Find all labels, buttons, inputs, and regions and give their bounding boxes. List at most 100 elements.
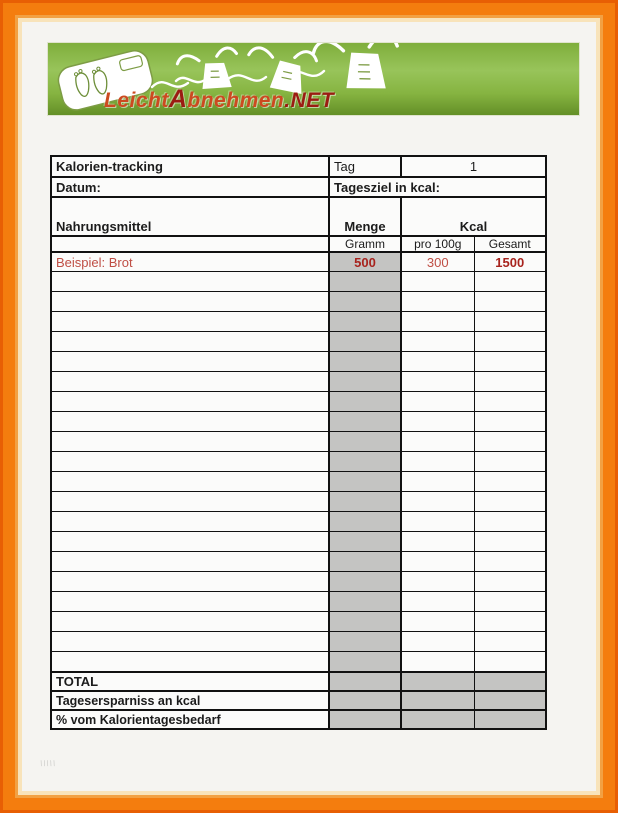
- kcal-per-100g-cell[interactable]: [400, 551, 475, 572]
- amount-cell[interactable]: [328, 471, 402, 492]
- amount-cell[interactable]: [328, 631, 402, 652]
- kcal-total-cell[interactable]: [473, 351, 547, 372]
- food-name-cell[interactable]: [50, 391, 330, 412]
- kcal-total-cell[interactable]: [473, 391, 547, 412]
- kcal-per-100g-cell[interactable]: [400, 511, 475, 532]
- percent-amount-cell[interactable]: [328, 709, 402, 730]
- amount-cell[interactable]: [328, 611, 402, 632]
- amount-cell[interactable]: [328, 411, 402, 432]
- amount-cell[interactable]: [328, 311, 402, 332]
- total-per100-cell[interactable]: [400, 671, 475, 692]
- frame-stripe-main: LeichtAbnehmen.NET Kalorien-tracking Tag…: [3, 3, 615, 810]
- kcal-per-100g-cell[interactable]: [400, 651, 475, 673]
- food-name-cell[interactable]: [50, 651, 330, 673]
- food-name-cell[interactable]: [50, 511, 330, 532]
- kcal-per-100g-cell[interactable]: [400, 611, 475, 632]
- kcal-total-cell[interactable]: [473, 651, 547, 673]
- day-value-cell[interactable]: 1: [399, 155, 547, 178]
- food-name-cell[interactable]: [50, 311, 330, 332]
- kcal-total-cell[interactable]: [473, 371, 547, 392]
- food-name-cell[interactable]: [50, 431, 330, 452]
- kcal-total-cell[interactable]: [473, 531, 547, 552]
- kcal-total-cell[interactable]: [473, 451, 547, 472]
- kcal-per-100g-cell[interactable]: [400, 471, 475, 492]
- food-name-cell[interactable]: [50, 471, 330, 492]
- kcal-total-cell[interactable]: [473, 571, 547, 592]
- kcal-per-100g-cell[interactable]: [400, 411, 475, 432]
- kcal-total-cell[interactable]: [473, 511, 547, 532]
- kcal-per-100g-cell[interactable]: [400, 571, 475, 592]
- food-name-cell[interactable]: [50, 551, 330, 572]
- kcal-per-100g-cell[interactable]: [400, 451, 475, 472]
- brand-part: bnehmen: [187, 89, 285, 112]
- food-name-cell[interactable]: [50, 371, 330, 392]
- kcal-total-cell[interactable]: [473, 491, 547, 512]
- amount-cell[interactable]: [328, 591, 402, 612]
- food-name-cell[interactable]: [50, 631, 330, 652]
- kcal-total-cell[interactable]: [473, 331, 547, 352]
- example-per100-cell[interactable]: 300: [400, 251, 475, 272]
- amount-cell[interactable]: [328, 511, 402, 532]
- amount-cell[interactable]: [328, 371, 402, 392]
- kcal-total-cell[interactable]: [473, 631, 547, 652]
- kcal-per-100g-cell[interactable]: [400, 271, 475, 292]
- daily-goal-field[interactable]: Tagesziel in kcal:: [327, 176, 547, 198]
- amount-cell[interactable]: [328, 291, 402, 312]
- food-name-cell[interactable]: [50, 291, 330, 312]
- food-name-cell[interactable]: [50, 331, 330, 352]
- kcal-total-cell[interactable]: [473, 411, 547, 432]
- kcal-per-100g-cell[interactable]: [400, 391, 475, 412]
- food-name-cell[interactable]: [50, 611, 330, 632]
- kcal-per-100g-cell[interactable]: [400, 311, 475, 332]
- kcal-total-cell[interactable]: [473, 611, 547, 632]
- kcal-total-cell[interactable]: [473, 591, 547, 612]
- amount-cell[interactable]: [328, 431, 402, 452]
- kcal-total-cell[interactable]: [473, 311, 547, 332]
- amount-cell[interactable]: [328, 571, 402, 592]
- total-amount-cell[interactable]: [328, 671, 402, 692]
- kcal-total-cell[interactable]: [473, 551, 547, 572]
- food-name-cell[interactable]: [50, 411, 330, 432]
- brand-part: Leicht: [104, 89, 169, 112]
- savings-kcal-cell[interactable]: [473, 690, 547, 711]
- food-name-cell[interactable]: [50, 451, 330, 472]
- amount-cell[interactable]: [328, 451, 402, 472]
- food-name-cell[interactable]: [50, 571, 330, 592]
- food-name-cell[interactable]: [50, 271, 330, 292]
- kcal-per-100g-cell[interactable]: [400, 631, 475, 652]
- kcal-per-100g-cell[interactable]: [400, 591, 475, 612]
- amount-cell[interactable]: [328, 351, 402, 372]
- kcal-per-100g-cell[interactable]: [400, 371, 475, 392]
- amount-cell[interactable]: [328, 391, 402, 412]
- amount-cell[interactable]: [328, 331, 402, 352]
- kcal-total-cell[interactable]: [473, 431, 547, 452]
- percent-kcal-cell[interactable]: [473, 709, 547, 730]
- food-name-cell[interactable]: [50, 591, 330, 612]
- percent-per100-cell[interactable]: [400, 709, 475, 730]
- kcal-total-cell[interactable]: [473, 471, 547, 492]
- savings-amount-cell[interactable]: [328, 690, 402, 711]
- food-name-cell[interactable]: [50, 351, 330, 372]
- kcal-per-100g-cell[interactable]: [400, 531, 475, 552]
- amount-cell[interactable]: [328, 551, 402, 572]
- table-row: [50, 451, 547, 472]
- kcal-total-cell[interactable]: [473, 291, 547, 312]
- total-kcal-cell[interactable]: [473, 671, 547, 692]
- kcal-per-100g-cell[interactable]: [400, 291, 475, 312]
- kcal-per-100g-cell[interactable]: [400, 331, 475, 352]
- amount-cell[interactable]: [328, 531, 402, 552]
- amount-cell[interactable]: [328, 651, 402, 673]
- amount-cell[interactable]: [328, 271, 402, 292]
- savings-per100-cell[interactable]: [400, 690, 475, 711]
- example-food-name-cell[interactable]: Beispiel: Brot: [50, 251, 330, 272]
- example-amount-cell[interactable]: 500: [328, 251, 402, 272]
- kcal-per-100g-cell[interactable]: [400, 351, 475, 372]
- kcal-total-cell[interactable]: [473, 271, 547, 292]
- kcal-per-100g-cell[interactable]: [400, 431, 475, 452]
- example-total-cell[interactable]: 1500: [473, 251, 547, 272]
- amount-cell[interactable]: [328, 491, 402, 512]
- food-name-cell[interactable]: [50, 491, 330, 512]
- date-field[interactable]: Datum:: [50, 176, 330, 198]
- food-name-cell[interactable]: [50, 531, 330, 552]
- kcal-per-100g-cell[interactable]: [400, 491, 475, 512]
